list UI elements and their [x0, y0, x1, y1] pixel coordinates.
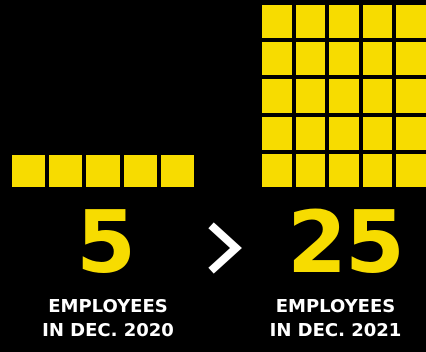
employee-square-2021 — [329, 5, 359, 39]
caption-2020-line1: EMPLOYEES — [48, 296, 168, 317]
caption-2021-line2: IN DEC. 2021 — [269, 320, 402, 341]
employee-square-2021 — [262, 42, 292, 76]
employee-square-2021 — [295, 42, 326, 76]
employee-squares-2021 — [262, 5, 426, 187]
employee-square-2021 — [295, 153, 326, 187]
employee-square-2021 — [262, 153, 292, 187]
employee-square-2021 — [396, 79, 426, 113]
employee-square-2020 — [86, 155, 120, 187]
employee-square-2021 — [362, 42, 393, 76]
chevron-right-icon — [208, 222, 242, 274]
employee-square-2020 — [49, 155, 83, 187]
employee-square-2021 — [329, 116, 359, 150]
employee-square-2021 — [295, 79, 326, 113]
employee-square-2021 — [396, 42, 426, 76]
employee-square-2021 — [262, 79, 292, 113]
employee-count-2021: 25 — [287, 193, 405, 293]
employee-square-2021 — [396, 5, 426, 39]
caption-2021-line1: EMPLOYEES — [275, 296, 396, 317]
employee-square-2021 — [396, 116, 426, 150]
employee-squares-2020 — [12, 155, 194, 187]
employee-square-2021 — [295, 116, 326, 150]
employee-count-2020: 5 — [76, 193, 136, 293]
employee-square-2021 — [262, 116, 292, 150]
caption-2020: EMPLOYEES IN DEC. 2020 — [10, 295, 206, 343]
employee-square-2020 — [123, 155, 157, 187]
employee-square-2021 — [329, 42, 359, 76]
employee-square-2020 — [12, 155, 46, 187]
caption-2020-line2: IN DEC. 2020 — [42, 320, 174, 341]
employee-square-2021 — [262, 5, 292, 39]
employee-square-2021 — [396, 153, 426, 187]
employee-square-2021 — [362, 153, 393, 187]
employee-square-2021 — [362, 5, 393, 39]
employee-square-2020 — [160, 155, 194, 187]
employee-square-2021 — [329, 79, 359, 113]
employee-square-2021 — [295, 5, 326, 39]
employee-square-2021 — [362, 116, 393, 150]
caption-2021: EMPLOYEES IN DEC. 2021 — [245, 295, 426, 343]
employee-square-2021 — [329, 153, 359, 187]
employee-square-2021 — [362, 79, 393, 113]
